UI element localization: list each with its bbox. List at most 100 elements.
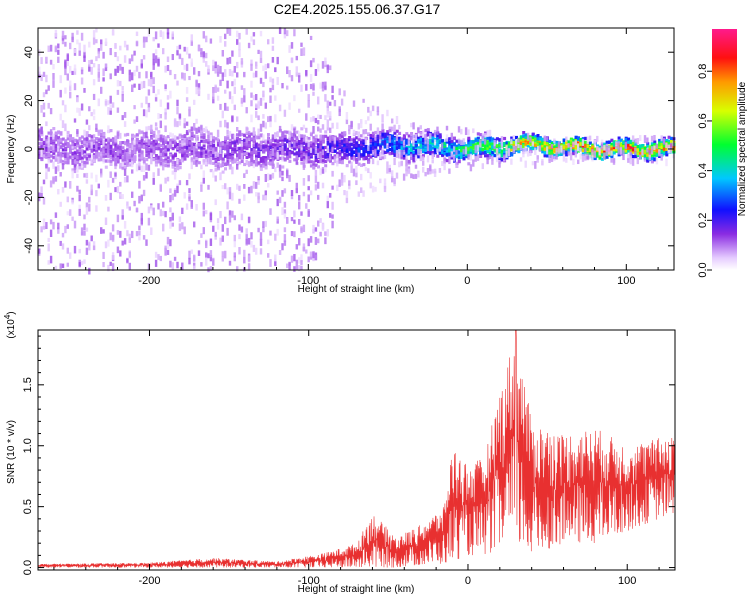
spectrogram-cell (374, 142, 378, 146)
spectrogram-cell (238, 198, 241, 204)
spectrogram-cell (59, 172, 62, 177)
spectrogram-cell (326, 158, 330, 162)
spectrogram-cell (83, 51, 86, 59)
spectrogram-cell (317, 138, 320, 142)
spectrogram-cell (80, 77, 84, 85)
spectrogram-cell (498, 148, 502, 153)
spectrogram-cell (281, 131, 285, 135)
spectrogram-cell (562, 149, 566, 155)
spectrogram-cell (529, 146, 533, 150)
spectrogram-cell (205, 150, 208, 154)
spectrogram-cell (42, 179, 46, 185)
spectrogram-cell (157, 131, 160, 138)
spectrogram-cell (111, 234, 115, 241)
spectrogram-cell (47, 156, 51, 160)
spectrogram-cell (152, 53, 155, 60)
spectrogram-cell (116, 160, 120, 164)
spectrogram-cell (133, 139, 136, 146)
spectrogram-cell (345, 149, 349, 153)
spectrogram-cell (88, 106, 91, 112)
spectrogram-cell (76, 39, 79, 45)
spectrogram-cell (519, 135, 523, 140)
spectrogram-cell (298, 146, 301, 151)
spectrogram-cell (83, 88, 86, 93)
spectrogram-cell (271, 172, 275, 179)
spectrogram-cell (119, 250, 122, 257)
spectrogram-cell (45, 163, 48, 169)
spectrogram-cell (510, 148, 514, 152)
spectrogram-cell (147, 155, 151, 159)
spectrogram-cell (95, 190, 98, 197)
spectrogram-cell (164, 247, 167, 256)
spectrogram-cell (262, 90, 265, 98)
spectrogram-cell (42, 102, 46, 110)
spectrogram-cell (109, 159, 113, 164)
spectrogram-cell (529, 137, 532, 143)
spectrogram-cell (90, 189, 93, 196)
spectrogram-cell (367, 116, 370, 121)
spectrogram-cell (92, 37, 96, 45)
spectrogram-cell (436, 140, 440, 144)
spectrogram-cell (603, 149, 607, 153)
spectrogram-cell (169, 260, 172, 268)
spectrogram-cell (329, 65, 332, 71)
spectrogram-cell (247, 186, 251, 194)
spectrogram-cell (565, 153, 569, 157)
spectrogram-cell (309, 152, 313, 156)
spectrogram-cell (195, 118, 198, 124)
spectrogram-cell (569, 141, 573, 145)
spectrogram-cell (221, 224, 224, 232)
spectrogram-cell (164, 65, 167, 73)
spectrogram-cell (116, 144, 120, 148)
spectrogram-cell (173, 154, 177, 158)
spectrogram-cell (448, 152, 452, 156)
spectrogram-cell (97, 74, 100, 82)
spectrogram-cell (178, 113, 182, 119)
spectrogram-cell (627, 153, 630, 161)
spectrogram-cell (352, 150, 356, 154)
spectrogram-cell (138, 225, 141, 231)
spectrogram-cell (66, 158, 70, 162)
spectrogram-cell (462, 138, 465, 145)
spectrogram-cell (171, 140, 175, 144)
spectrogram-cell (85, 147, 89, 151)
spectrogram-cell (336, 139, 340, 143)
spectrogram-cell (424, 137, 427, 145)
spectrogram-cell (262, 159, 266, 163)
spectrogram-cell (195, 134, 198, 143)
spectrogram-cell (126, 258, 129, 263)
spectrogram-cell (212, 161, 216, 165)
spectrogram-cell (257, 100, 260, 109)
spectrogram-cell (200, 125, 203, 130)
spectrogram-cell (255, 153, 258, 157)
spectrogram-cell (221, 251, 224, 258)
spectrogram-cell (111, 177, 115, 183)
spectrogram-cell (269, 95, 272, 103)
spectrogram-cell (631, 158, 635, 166)
spectrogram-cell (190, 58, 193, 64)
spectrogram-cell (343, 143, 347, 147)
spectrogram-cell (445, 149, 449, 153)
spectrogram-cell (226, 155, 230, 159)
spectrogram-cell (512, 135, 515, 140)
spectrogram-cell (269, 161, 273, 165)
spectrogram-cell (202, 154, 206, 158)
spectrogram-cell (145, 109, 148, 118)
spectrogram-cell (295, 155, 298, 161)
spectrogram-cell (76, 107, 79, 113)
spectrogram-cell (54, 138, 58, 142)
spectrogram-cell (219, 154, 223, 158)
spectrogram-cell (491, 159, 494, 165)
spectrogram-cell (505, 145, 508, 151)
spectrogram-cell (300, 84, 303, 92)
spectrogram-cell (326, 155, 330, 159)
spectrogram-cell (639, 135, 642, 142)
spectrogram-cell (47, 45, 50, 52)
spectrogram-cell (83, 214, 86, 220)
spectrogram-cell (159, 209, 162, 217)
spectrogram-cell (169, 69, 172, 76)
spectrogram-cell (205, 158, 208, 165)
spectrogram-cell (274, 95, 277, 101)
spectrogram-cell (405, 139, 409, 143)
spectrogram-cell (100, 156, 103, 162)
